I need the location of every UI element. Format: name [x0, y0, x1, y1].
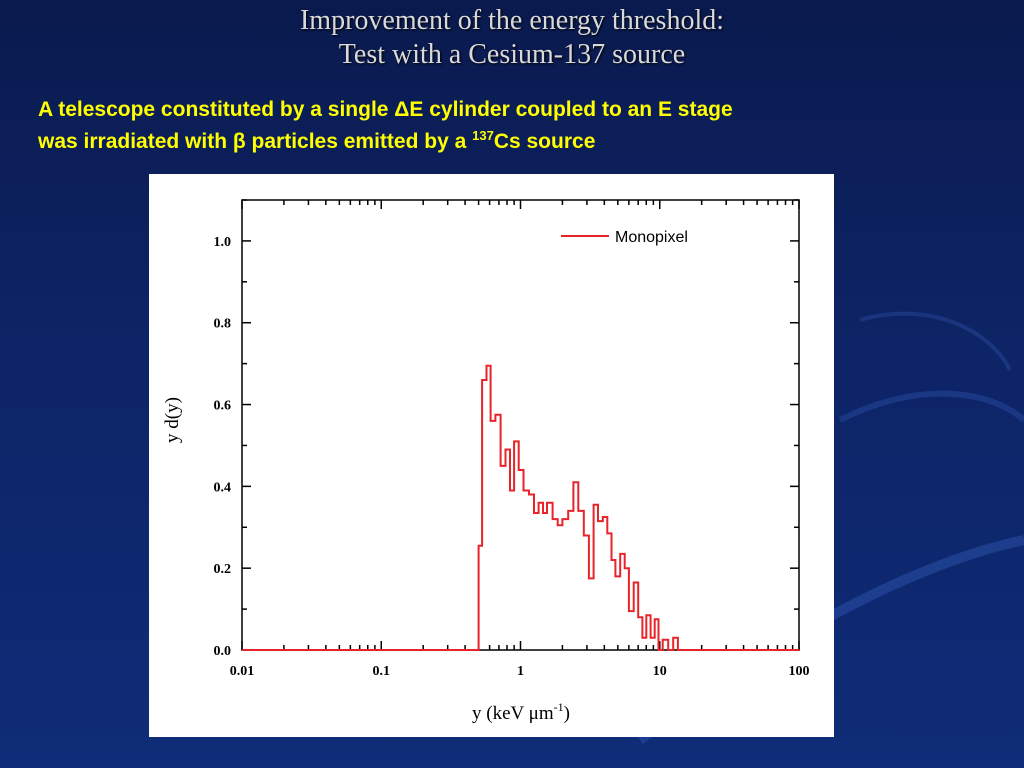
y-tick-label: 0.4: [214, 480, 232, 495]
y-tick-label: 1.0: [214, 235, 232, 250]
x-axis-label-close: ): [564, 703, 570, 724]
x-axis-label-exponent: -1: [554, 700, 564, 714]
title-line-1: Improvement of the energy threshold:: [299, 5, 725, 36]
x-tick-label: 0.01: [230, 664, 255, 679]
subtitle-line-2-text: was irradiated with β particles emitted …: [38, 130, 473, 153]
y-tick-label: 0.6: [214, 399, 232, 414]
subtitle-line-2-end: Cs source: [493, 130, 596, 153]
subtitle-line-1: A telescope constituted by a single ΔE c…: [38, 98, 733, 121]
legend-label-monopixel: Monopixel: [615, 229, 688, 246]
x-tick-label: 0.1: [373, 664, 391, 679]
y-tick-label: 0.2: [214, 562, 232, 577]
x-tick-label: 100: [789, 664, 810, 679]
slide-subtitle: A telescope constituted by a single ΔE c…: [38, 94, 998, 158]
subtitle-isotope-mass: 137: [472, 128, 494, 143]
title-line-2: Test with a Cesium-137 source: [338, 39, 686, 70]
legend: Monopixel: [561, 229, 688, 246]
x-tick-label: 10: [653, 664, 667, 679]
y-tick-label: 0.0: [214, 644, 232, 659]
x-axis-label-unit: m: [539, 703, 554, 724]
chart-svg: 0.01 0.1 1 10 100 0.0 0.2 0.4 0.6 0.8 1.0 Monopixe…: [162, 199, 810, 724]
chart-panel: 0.01 0.1 1 10 100 0.0 0.2 0.4 0.6 0.8 1.0 Monopixe…: [149, 174, 834, 737]
slide-title: Improvement of the energy threshold: Tes…: [0, 4, 1024, 72]
x-axis-label-main: y (keV: [472, 703, 529, 724]
x-tick-label: 1: [517, 664, 524, 679]
y-tick-label: 0.8: [214, 317, 232, 332]
subtitle-line-2: was irradiated with β particles emitted …: [38, 126, 998, 158]
x-axis-label-mu: μ: [529, 703, 539, 724]
series-monopixel-line: [242, 364, 799, 651]
plot-frame: [241, 199, 800, 651]
x-axis-label: y (keV μm-1): [472, 700, 570, 724]
y-axis-label: y d(y): [162, 397, 183, 443]
